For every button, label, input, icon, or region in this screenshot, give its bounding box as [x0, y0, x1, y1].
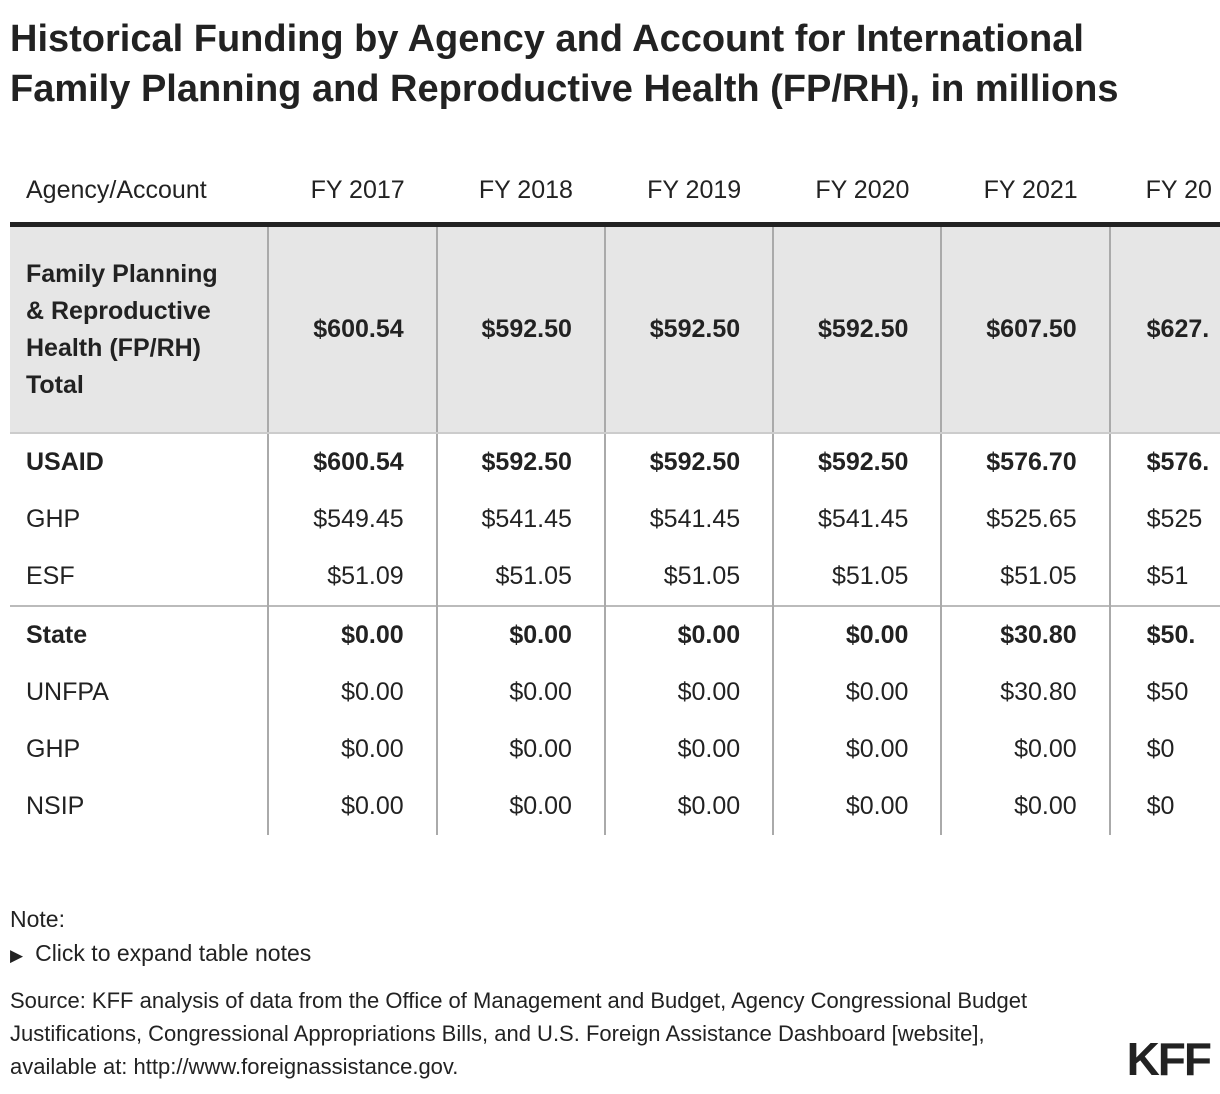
cell: $0.00	[267, 664, 437, 721]
table-wrapper: Agency/Account FY 2017 FY 2018 FY 2019 FY 20…	[10, 158, 1220, 835]
table-row: UNFPA $0.00 $0.00 $0.00 $0.00 $30.80 $50	[10, 664, 1220, 721]
cell: $0	[1108, 721, 1220, 778]
logo: KFF	[1126, 1033, 1212, 1085]
cell: $592.50	[435, 433, 605, 491]
cell: $51	[1108, 548, 1220, 606]
cell: $576.	[1108, 433, 1220, 491]
cell: $51.05	[435, 548, 605, 606]
cell: $0.00	[267, 721, 437, 778]
row-label: UNFPA	[26, 678, 109, 706]
cell: $600.54	[267, 224, 437, 434]
cell: $0.00	[772, 605, 942, 664]
cell: $592.50	[435, 224, 605, 434]
cell: $541.45	[772, 491, 942, 548]
cell: $600.54	[267, 433, 437, 491]
cell: $0.00	[603, 721, 774, 778]
row-label: State	[10, 605, 269, 664]
table-body: Family Planning & Reproductive Health (F…	[10, 224, 1220, 835]
table-row: Family Planning & Reproductive Health (F…	[10, 224, 1220, 434]
table-row: GHP $549.45 $541.45 $541.45 $541.45 $525.65 $5…	[10, 491, 1220, 548]
table: Agency/Account FY 2017 FY 2018 FY 2019 FY 20…	[10, 158, 1220, 835]
triangle-icon: ▶	[10, 946, 24, 965]
row-label: USAID	[26, 448, 104, 476]
row-label: ESF	[26, 562, 75, 590]
cell: $607.50	[940, 224, 1110, 434]
cell: $0.00	[772, 721, 942, 778]
cell: $0.00	[603, 778, 774, 835]
table-row: State $0.00 $0.00 $0.00 $0.00 $30.80 $50.	[10, 605, 1220, 664]
note-label: Note:	[10, 906, 65, 932]
cell: $592.50	[772, 433, 942, 491]
notes-toggle[interactable]: ▶ Click to expand table notes	[10, 940, 311, 967]
cell: $525	[1108, 491, 1220, 548]
source: Source: KFF analysis of data from the Of…	[10, 988, 1028, 1079]
cell: $0	[1108, 778, 1220, 835]
cell: $0.00	[772, 778, 942, 835]
column-header: FY 2019	[604, 158, 774, 227]
cell: $0.00	[267, 778, 437, 835]
cell: $0.00	[267, 605, 437, 664]
table-row: ESF $51.09 $51.05 $51.05 $51.05 $51.05 $51	[10, 548, 1220, 606]
cell: $0.00	[940, 721, 1110, 778]
column-header: FY 20	[1109, 158, 1220, 227]
table-row: NSIP $0.00 $0.00 $0.00 $0.00 $0.00 $0	[10, 778, 1220, 835]
cell: $0.00	[772, 664, 942, 721]
title: Historical Funding by Agency and Account…	[10, 18, 1119, 110]
column-header: FY 2020	[773, 158, 942, 227]
cell: $50.	[1108, 605, 1220, 664]
column-header: FY 2018	[436, 158, 605, 227]
cell: $541.45	[603, 491, 774, 548]
cell: $30.80	[940, 605, 1110, 664]
row-label: NSIP	[26, 792, 85, 820]
column-header: FY 2021	[941, 158, 1110, 227]
cell: $0.00	[603, 605, 774, 664]
cell: $51.05	[603, 548, 774, 606]
header-row: Agency/Account FY 2017 FY 2018 FY 2019 FY 20…	[10, 158, 1220, 227]
row-label: Family Planning & Reproductive Health (F…	[10, 224, 269, 434]
column-header: Agency/Account	[10, 158, 269, 227]
cell: $592.50	[603, 224, 774, 434]
notes-toggle-text[interactable]: Click to expand table notes	[35, 940, 312, 966]
cell: $51.09	[267, 548, 437, 606]
cell: $51.05	[772, 548, 942, 606]
cell: $525.65	[940, 491, 1110, 548]
column-header: FY 2017	[268, 158, 437, 227]
cell: $0.00	[435, 778, 605, 835]
cell: $0.00	[940, 778, 1110, 835]
cell: $549.45	[267, 491, 437, 548]
cell: $541.45	[435, 491, 605, 548]
cell: $627.	[1108, 224, 1220, 434]
cell: $592.50	[772, 224, 942, 434]
cell: $592.50	[603, 433, 774, 491]
cell: $0.00	[435, 721, 605, 778]
cell: $0.00	[435, 664, 605, 721]
cell: $0.00	[603, 664, 774, 721]
cell: $30.80	[940, 664, 1110, 721]
cell: $0.00	[435, 605, 605, 664]
cell: $576.70	[940, 433, 1110, 491]
cell: $50	[1108, 664, 1220, 721]
table-row: USAID $600.54 $592.50 $592.50 $592.50 $576.70…	[10, 433, 1220, 491]
cell: $51.05	[940, 548, 1110, 606]
row-label: GHP	[26, 735, 81, 763]
row-label: GHP	[26, 505, 81, 533]
table-row: GHP $0.00 $0.00 $0.00 $0.00 $0.00 $0	[10, 721, 1220, 778]
